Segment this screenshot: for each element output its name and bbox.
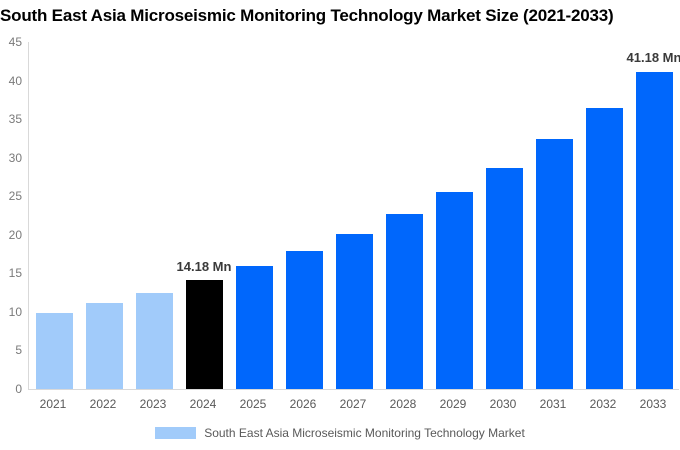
bar-value-label: 14.18 Mn (176, 258, 232, 274)
legend-swatch-icon (155, 427, 197, 439)
legend: South East Asia Microseismic Monitoring … (0, 426, 680, 440)
y-tick-label: 15 (8, 266, 22, 281)
legend-label: South East Asia Microseismic Monitoring … (204, 426, 525, 440)
y-tick-label: 5 (15, 343, 22, 358)
x-label-2033: 2033 (639, 397, 667, 411)
chart-title: South East Asia Microseismic Monitoring … (0, 6, 614, 25)
x-label-2025: 2025 (239, 397, 267, 411)
bar-slot (279, 42, 329, 389)
bar-slot (479, 42, 529, 389)
bar-2033[interactable] (635, 71, 673, 389)
x-label-2032: 2032 (589, 397, 617, 411)
y-tick-label: 20 (8, 227, 22, 242)
y-tick-label: 10 (8, 304, 22, 319)
bar-2028[interactable] (385, 214, 423, 389)
bars-row: 14.18 Mn 41.18 Mn (29, 42, 680, 389)
bar-2031[interactable] (535, 139, 573, 389)
bar-slot (229, 42, 279, 389)
x-label-2023: 2023 (139, 397, 167, 411)
bar-slot (579, 42, 629, 389)
x-label-2031: 2031 (539, 397, 567, 411)
bar-2024[interactable] (185, 279, 223, 389)
bar-2021[interactable] (35, 313, 73, 389)
y-tick-label: 45 (8, 35, 22, 49)
plot-area: 14.18 Mn 41.18 Mn (28, 42, 680, 390)
y-tick-label: 0 (15, 382, 22, 396)
bar-slot: 14.18 Mn (176, 42, 232, 389)
y-axis: 0 5 10 15 20 25 30 35 40 45 (0, 35, 22, 396)
y-tick-label: 40 (8, 73, 22, 88)
bar-2032[interactable] (585, 108, 623, 389)
bar-2023[interactable] (135, 292, 173, 389)
y-tick-label: 25 (8, 189, 22, 204)
x-label-2024: 2024 (189, 397, 217, 411)
bar-2030[interactable] (485, 167, 523, 389)
x-label-2029: 2029 (439, 397, 467, 411)
bar-slot: 41.18 Mn (626, 42, 680, 389)
bar-2022[interactable] (85, 303, 123, 389)
bar-2027[interactable] (335, 234, 373, 389)
bar-slot (529, 42, 579, 389)
bar-slot (79, 42, 129, 389)
x-label-2021: 2021 (39, 397, 67, 411)
bar-slot (429, 42, 479, 389)
x-label-2030: 2030 (489, 397, 517, 411)
x-axis: 2021 2022 2023 2024 2025 2026 2027 2028 2029 2030… (28, 397, 678, 411)
bar-slot (29, 42, 79, 389)
x-label-2028: 2028 (389, 397, 417, 411)
x-label-2026: 2026 (289, 397, 317, 411)
x-label-2022: 2022 (89, 397, 117, 411)
bar-value-label: 41.18 Mn (626, 50, 680, 66)
bar-slot (329, 42, 379, 389)
bar-2025[interactable] (235, 266, 273, 389)
y-tick-label: 30 (8, 150, 22, 165)
y-tick-label: 35 (8, 112, 22, 127)
bar-slot (129, 42, 179, 389)
bar-2029[interactable] (435, 192, 473, 389)
bar-2026[interactable] (285, 251, 323, 389)
x-label-2027: 2027 (339, 397, 367, 411)
bar-slot (379, 42, 429, 389)
